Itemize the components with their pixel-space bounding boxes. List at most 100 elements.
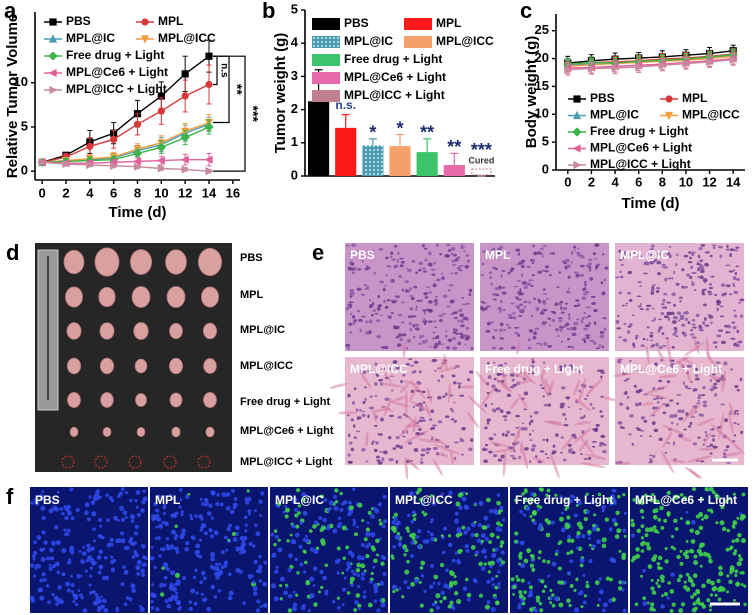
nucleus	[722, 456, 727, 459]
stroma	[583, 453, 608, 460]
nucleus	[695, 313, 700, 318]
green-cell	[470, 545, 476, 550]
nucleus	[142, 489, 146, 494]
green-cell	[652, 498, 658, 503]
nucleus	[487, 375, 492, 380]
nucleus	[688, 251, 692, 254]
nucleus	[525, 506, 531, 511]
nucleus	[313, 548, 319, 555]
green-cell	[334, 488, 339, 493]
nucleus	[31, 554, 36, 558]
nucleus	[430, 265, 433, 267]
nucleus	[282, 510, 286, 514]
nucleus	[582, 600, 587, 605]
green-cell	[647, 564, 653, 569]
nucleus	[343, 500, 348, 505]
marker	[587, 64, 597, 73]
nucleus	[517, 298, 522, 301]
nucleus	[232, 502, 238, 508]
nucleus	[129, 536, 134, 541]
stroma	[725, 435, 746, 455]
nucleus	[482, 548, 486, 552]
nucleus	[195, 591, 199, 595]
green-cell	[579, 563, 584, 568]
nucleus	[609, 557, 615, 563]
green-cell	[513, 539, 518, 544]
green-cell	[417, 487, 423, 493]
nucleus	[699, 275, 704, 280]
green-cell	[320, 541, 326, 546]
nucleus	[367, 414, 370, 419]
green-cell	[692, 487, 696, 492]
nucleus	[441, 276, 445, 280]
nucleus	[684, 310, 689, 315]
nucleus	[551, 561, 557, 567]
green-cell	[510, 577, 515, 582]
nucleus	[673, 303, 676, 307]
green-cell	[678, 574, 683, 579]
nucleus	[713, 246, 716, 249]
nucleus	[533, 410, 539, 415]
nucleus	[623, 251, 627, 255]
nucleus	[453, 401, 456, 404]
y-tick-label: 3	[291, 68, 298, 83]
tumor	[98, 286, 116, 308]
nucleus	[422, 334, 425, 338]
nucleus	[328, 500, 334, 506]
nucleus	[452, 346, 458, 350]
nucleus	[492, 298, 497, 301]
stroma	[687, 455, 713, 463]
nucleus	[713, 382, 718, 386]
nucleus	[150, 599, 154, 604]
nucleus	[709, 387, 715, 392]
nucleus	[567, 337, 571, 341]
green-cell	[710, 510, 714, 514]
nucleus	[720, 340, 727, 345]
green-cell	[520, 578, 525, 583]
nucleus	[63, 532, 67, 536]
nucleus	[559, 300, 564, 304]
nucleus	[603, 278, 606, 282]
nucleus	[699, 460, 705, 463]
nucleus	[650, 291, 655, 295]
green-cell	[656, 578, 660, 582]
nucleus	[419, 370, 422, 374]
image-label: MPL@ICC	[395, 493, 453, 507]
nucleus	[437, 420, 443, 424]
nucleus	[360, 542, 365, 548]
nucleus	[205, 502, 209, 506]
nucleus	[458, 385, 461, 389]
nucleus	[572, 332, 576, 335]
nucleus	[445, 254, 451, 258]
nucleus	[729, 253, 732, 258]
nucleus	[395, 460, 399, 464]
nucleus	[555, 549, 559, 554]
nucleus	[398, 586, 402, 590]
green-cell	[725, 547, 730, 552]
x-tick-label: 16	[226, 185, 240, 200]
green-cell	[670, 534, 675, 539]
nucleus	[349, 295, 353, 298]
nucleus	[93, 494, 98, 499]
nucleus	[702, 400, 708, 404]
nucleus	[198, 555, 203, 559]
nucleus	[505, 433, 508, 437]
green-cell	[549, 588, 553, 593]
nucleus	[724, 292, 727, 296]
nucleus	[544, 309, 548, 312]
nucleus	[539, 312, 545, 315]
nucleus	[560, 527, 566, 533]
nucleus	[92, 539, 96, 543]
nucleus	[364, 397, 367, 401]
panel-letter: a	[4, 0, 17, 23]
nucleus	[629, 322, 633, 327]
stroma	[467, 395, 487, 414]
nucleus	[493, 361, 496, 364]
green-cell	[674, 527, 679, 531]
nucleus	[683, 428, 687, 431]
nucleus	[170, 513, 175, 518]
nucleus	[154, 536, 158, 540]
nucleus	[294, 557, 298, 562]
nucleus	[736, 412, 739, 416]
nucleus	[372, 309, 377, 312]
